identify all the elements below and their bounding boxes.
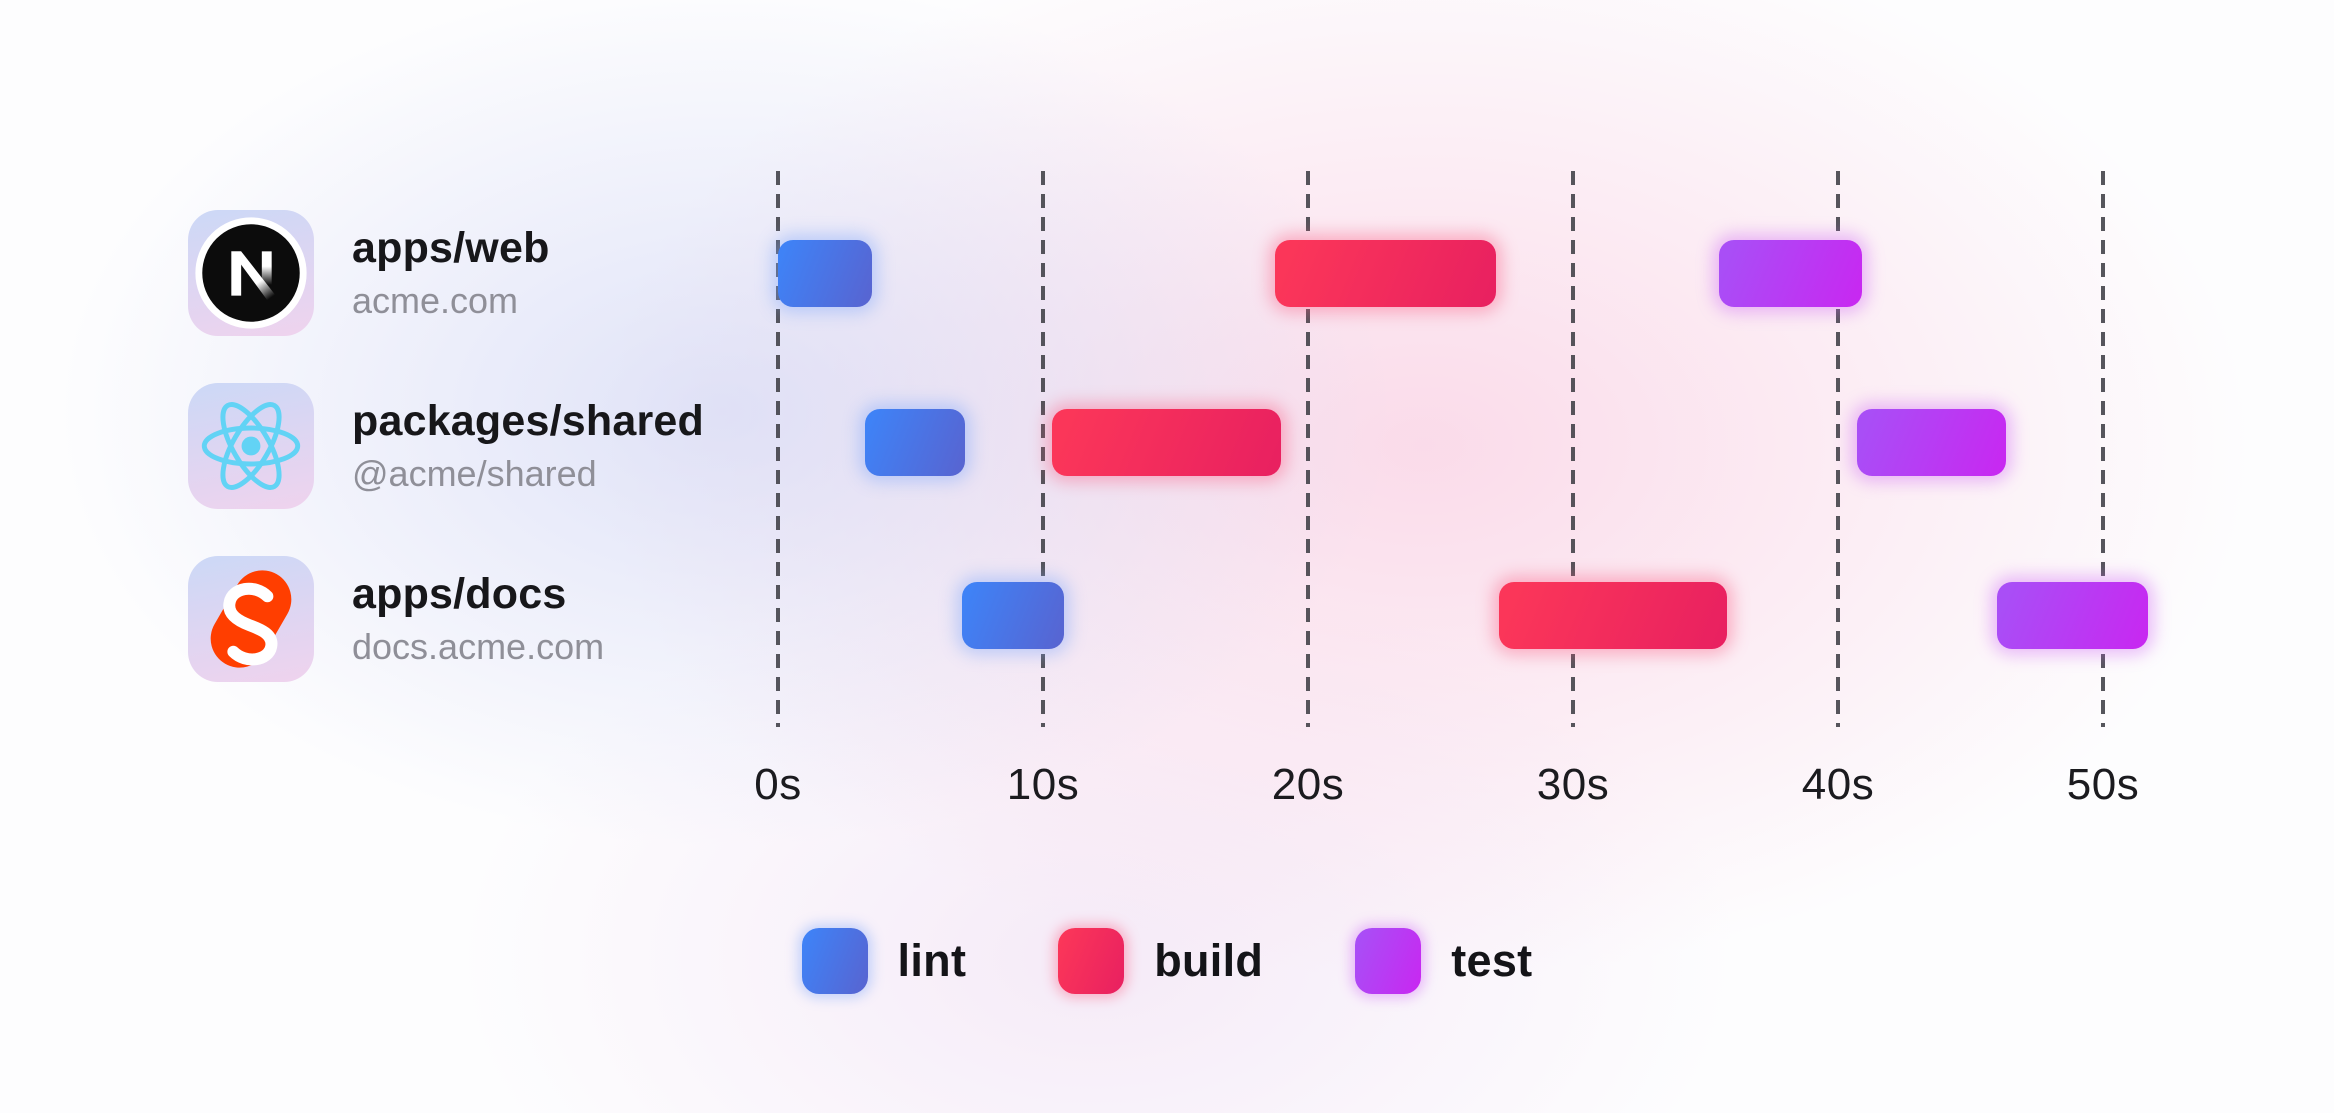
lint-swatch-icon — [801, 928, 868, 994]
axis-tick-label: 10s — [1006, 760, 1080, 809]
legend-item-build: build — [1058, 928, 1263, 994]
task-bar-apps-docs-test — [1997, 582, 2149, 649]
legend-label: build — [1154, 935, 1264, 986]
axis-tick-label: 20s — [1271, 760, 1345, 809]
gridline-30s — [1571, 171, 1575, 727]
task-bar-packages-shared-test — [1856, 409, 2007, 476]
legend-item-lint: lint — [801, 928, 967, 994]
gridline-0s — [776, 171, 780, 727]
legend-label: test — [1451, 935, 1533, 986]
row-title: apps/docs — [352, 570, 567, 619]
gridline-50s — [2101, 171, 2105, 727]
task-bar-apps-web-test — [1718, 240, 1862, 307]
axis-tick-label: 50s — [2066, 760, 2140, 809]
row-subtitle: docs.acme.com — [352, 625, 605, 667]
react-icon — [188, 383, 314, 509]
legend: lint build test — [0, 928, 2334, 994]
row-apps-docs: apps/docs docs.acme.com — [188, 556, 604, 682]
row-subtitle: @acme/shared — [352, 452, 597, 494]
task-bar-packages-shared-lint — [865, 409, 965, 476]
gridline-20s — [1306, 171, 1310, 727]
row-subtitle: acme.com — [352, 279, 519, 321]
row-title: packages/shared — [352, 397, 704, 446]
test-swatch-icon — [1355, 928, 1422, 994]
row-apps-web: apps/web acme.com — [188, 210, 550, 336]
task-bar-apps-docs-build — [1498, 582, 1727, 649]
row-packages-shared: packages/shared @acme/shared — [188, 383, 704, 509]
svelte-icon — [188, 556, 314, 682]
task-bar-apps-web-build — [1274, 240, 1497, 307]
task-bar-packages-shared-build — [1052, 409, 1282, 476]
build-swatch-icon — [1058, 928, 1125, 994]
gridline-40s — [1836, 171, 1840, 727]
gridline-10s — [1041, 171, 1045, 727]
axis-tick-label: 30s — [1536, 760, 1610, 809]
task-bar-apps-web-lint — [778, 240, 873, 307]
legend-item-test: test — [1355, 928, 1532, 994]
legend-label: lint — [897, 935, 967, 986]
nextjs-icon — [188, 210, 314, 336]
row-title: apps/web — [352, 224, 550, 273]
task-bar-apps-docs-lint — [962, 582, 1065, 649]
axis-tick-label: 0s — [754, 760, 802, 809]
axis-tick-label: 40s — [1801, 760, 1875, 809]
